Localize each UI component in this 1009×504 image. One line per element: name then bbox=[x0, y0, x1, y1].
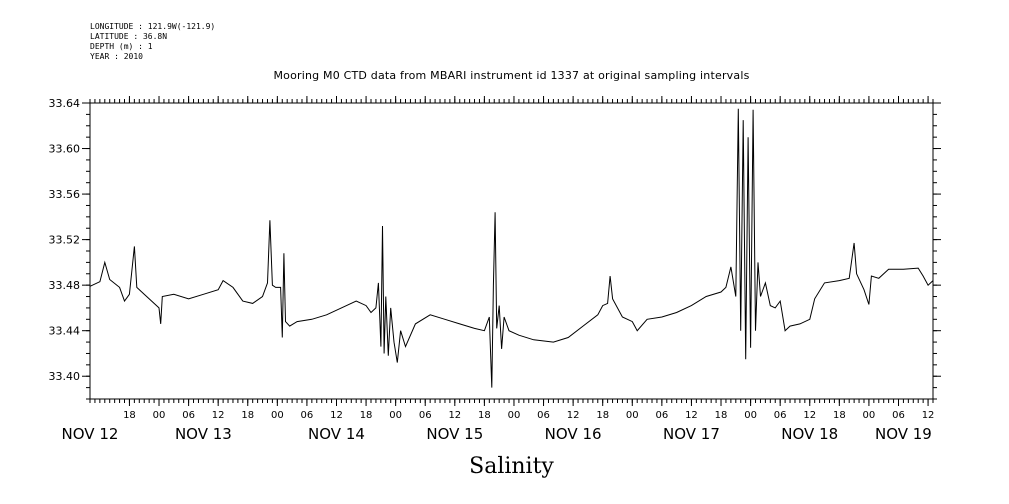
x-day-label: NOV 16 bbox=[545, 425, 602, 443]
x-hour-label: 18 bbox=[123, 410, 136, 421]
minor-ticks bbox=[89, 99, 934, 403]
x-hour-label: 12 bbox=[448, 410, 461, 421]
x-hour-label: 00 bbox=[863, 410, 876, 421]
x-hour-label: 18 bbox=[596, 410, 609, 421]
y-tick-label: 33.40 bbox=[49, 370, 81, 383]
x-day-label: NOV 17 bbox=[663, 425, 720, 443]
y-tick-label: 33.52 bbox=[49, 234, 81, 247]
depth-label: DEPTH (m) : 1 bbox=[90, 42, 153, 51]
y-axis: 33.40 33.44 33.48 33.52 33.56 33.60 33.64 bbox=[49, 97, 941, 400]
x-hour-label: 06 bbox=[537, 410, 550, 421]
x-hour-label: 12 bbox=[567, 410, 580, 421]
x-hour-label: 18 bbox=[715, 410, 728, 421]
x-day-label: NOV 18 bbox=[781, 425, 838, 443]
metadata-block: LONGITUDE : 121.9W(-121.9) LATITUDE : 36… bbox=[90, 22, 215, 62]
y-tick-label: 33.48 bbox=[49, 279, 81, 292]
x-day-label: NOV 12 bbox=[62, 425, 119, 443]
x-hour-label: 00 bbox=[626, 410, 639, 421]
x-hour-label: 06 bbox=[301, 410, 314, 421]
x-hour-label: 06 bbox=[655, 410, 668, 421]
x-day-label: NOV 14 bbox=[308, 425, 365, 443]
longitude-label: LONGITUDE : 121.9W(-121.9) bbox=[90, 22, 216, 31]
plot-frame bbox=[89, 102, 934, 400]
x-hour-label: 18 bbox=[241, 410, 254, 421]
y-tick-label: 33.44 bbox=[49, 325, 81, 338]
x-hour-label: 06 bbox=[774, 410, 787, 421]
x-day-label: NOV 13 bbox=[175, 425, 232, 443]
y-tick-label: 33.56 bbox=[49, 188, 81, 201]
x-hour-label: 12 bbox=[922, 410, 935, 421]
x-hour-label: 06 bbox=[182, 410, 195, 421]
x-hour-label: 00 bbox=[508, 410, 521, 421]
x-hour-label: 00 bbox=[153, 410, 166, 421]
x-hour-label: 18 bbox=[833, 410, 846, 421]
x-hour-label: 06 bbox=[419, 410, 432, 421]
latitude-label: LATITUDE : 36.8N bbox=[90, 32, 168, 41]
x-hour-label: 18 bbox=[478, 410, 491, 421]
x-hour-label: 12 bbox=[330, 410, 343, 421]
y-tick-label: 33.60 bbox=[49, 143, 81, 156]
salinity-series-line bbox=[89, 108, 934, 388]
x-hour-label: 12 bbox=[685, 410, 698, 421]
year-label: YEAR : 2010 bbox=[90, 52, 143, 61]
x-hour-label: 06 bbox=[892, 410, 905, 421]
x-day-label: NOV 19 bbox=[875, 425, 932, 443]
y-tick-label: 33.64 bbox=[49, 97, 81, 110]
x-hour-label: 12 bbox=[212, 410, 225, 421]
chart-title: Mooring M0 CTD data from MBARI instrumen… bbox=[273, 69, 750, 82]
x-hour-label: 00 bbox=[271, 410, 284, 421]
x-axis: 18 00 06 12 18 00 06 12 18 00 06 12 18 00 06 12 18 00 06 12… bbox=[62, 96, 935, 443]
x-hour-label: 00 bbox=[744, 410, 757, 421]
x-hour-label: 18 bbox=[360, 410, 373, 421]
x-hour-label: 12 bbox=[803, 410, 816, 421]
x-hour-label: 00 bbox=[389, 410, 402, 421]
x-day-label: NOV 15 bbox=[426, 425, 483, 443]
x-axis-label: Salinity bbox=[469, 454, 554, 479]
